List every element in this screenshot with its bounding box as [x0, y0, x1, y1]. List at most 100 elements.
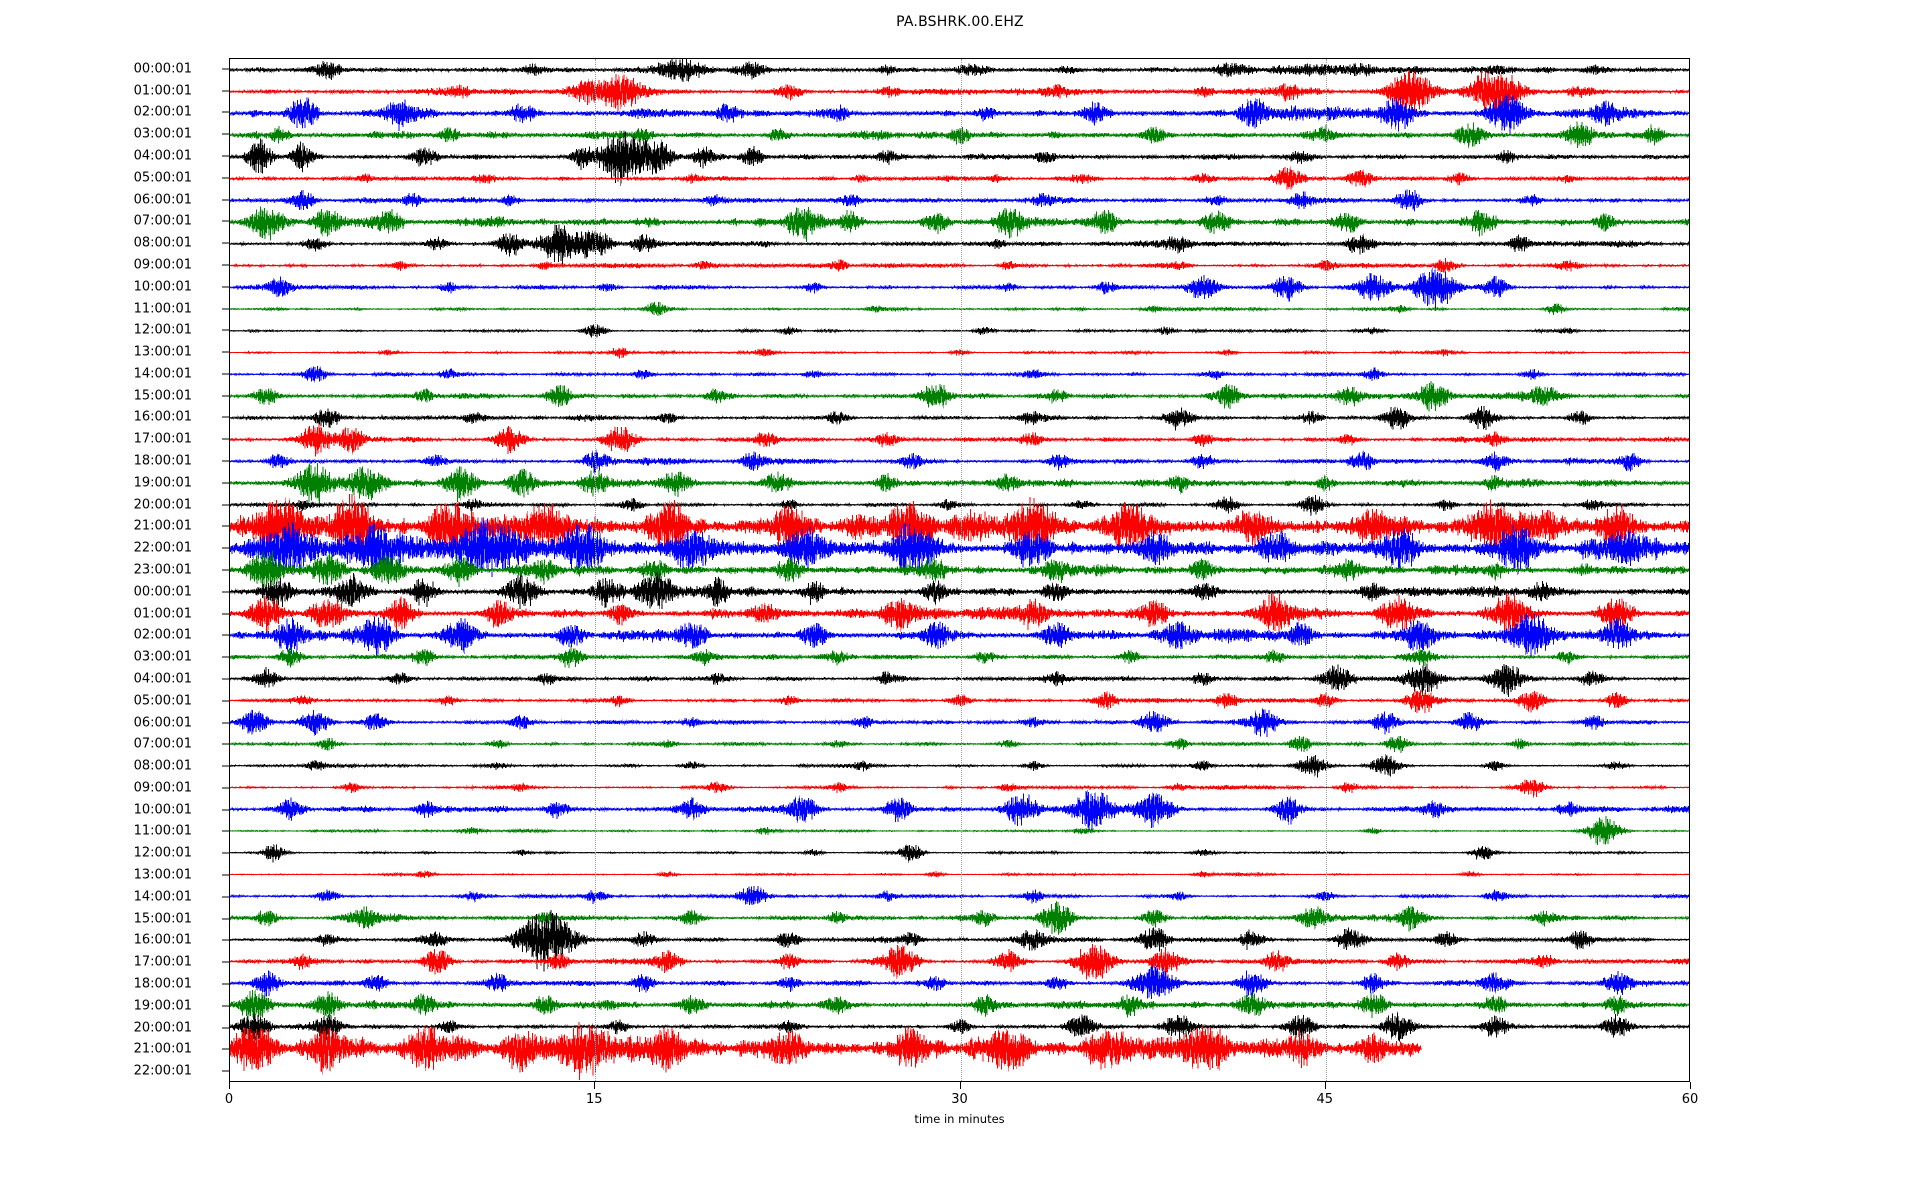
- y-tick-label: 00:00:01: [133, 61, 192, 77]
- y-tick-mark: [222, 68, 229, 70]
- y-tick-label: 08:00:01: [133, 235, 192, 251]
- waveform-trace: [230, 689, 1689, 713]
- waveform-trace: [230, 963, 1689, 999]
- y-tick-label: 10:00:01: [133, 279, 192, 295]
- y-tick-mark: [222, 199, 229, 201]
- waveform-trace: [230, 1021, 1422, 1080]
- waveform-trace: [230, 779, 1689, 798]
- y-tick-mark: [222, 634, 229, 636]
- waveform-trace: [230, 423, 1689, 457]
- y-tick-label: 11:00:01: [133, 301, 192, 317]
- y-tick-mark: [222, 90, 229, 92]
- y-tick-label: 19:00:01: [133, 998, 192, 1014]
- x-tick-label: 30: [951, 1092, 968, 1107]
- x-tick-mark: [959, 1082, 961, 1089]
- waveform-trace: [230, 347, 1689, 359]
- y-tick-label: 22:00:01: [133, 1063, 192, 1079]
- y-tick-label: 05:00:01: [133, 693, 192, 709]
- y-tick-label: 07:00:01: [133, 213, 192, 229]
- y-tick-label: 13:00:01: [133, 867, 192, 883]
- gridline-45min: [1325, 59, 1327, 1081]
- y-tick-mark: [222, 1027, 229, 1029]
- waveform-trace: [230, 708, 1689, 737]
- y-tick-mark: [222, 351, 229, 353]
- y-tick-label: 14:00:01: [133, 889, 192, 905]
- y-tick-mark: [222, 852, 229, 854]
- y-tick-label: 03:00:01: [133, 126, 192, 142]
- y-tick-label: 04:00:01: [133, 671, 192, 687]
- y-tick-mark: [222, 678, 229, 680]
- y-tick-mark: [222, 830, 229, 832]
- waveform-traces: [230, 59, 1689, 1080]
- gridline-30min: [960, 59, 962, 1081]
- y-tick-mark: [222, 569, 229, 571]
- y-tick-label: 02:00:01: [133, 627, 192, 643]
- seismogram-plot-area[interactable]: [229, 58, 1690, 1082]
- waveform-trace: [230, 449, 1689, 475]
- y-tick-mark: [222, 896, 229, 898]
- y-tick-label: 05:00:01: [133, 170, 192, 186]
- y-tick-label: 18:00:01: [133, 976, 192, 992]
- y-tick-mark: [222, 308, 229, 310]
- y-tick-label: 15:00:01: [133, 911, 192, 927]
- y-tick-label: 19:00:01: [133, 475, 192, 491]
- waveform-trace: [230, 166, 1689, 190]
- y-tick-mark: [222, 656, 229, 658]
- y-tick-label: 22:00:01: [133, 540, 192, 556]
- x-tick-mark: [594, 1082, 596, 1089]
- waveform-trace: [230, 663, 1689, 698]
- y-tick-label: 10:00:01: [133, 802, 192, 818]
- waveform-trace: [230, 69, 1689, 117]
- y-tick-mark: [222, 961, 229, 963]
- y-tick-label: 16:00:01: [133, 932, 192, 948]
- y-tick-label: 14:00:01: [133, 366, 192, 382]
- y-tick-label: 21:00:01: [133, 1041, 192, 1057]
- y-tick-label: 20:00:01: [133, 497, 192, 513]
- y-tick-mark: [222, 983, 229, 985]
- y-tick-mark: [222, 177, 229, 179]
- y-tick-label: 07:00:01: [133, 736, 192, 752]
- y-tick-mark: [222, 264, 229, 266]
- y-tick-mark: [222, 438, 229, 440]
- y-tick-label: 15:00:01: [133, 388, 192, 404]
- x-tick-label: 0: [224, 1092, 234, 1107]
- y-tick-label: 21:00:01: [133, 518, 192, 534]
- y-tick-mark: [222, 525, 229, 527]
- y-tick-label: 12:00:01: [133, 845, 192, 861]
- waveform-trace: [230, 224, 1689, 266]
- x-tick-mark: [1324, 1082, 1326, 1089]
- x-axis-ticks: 0 15 30 45 60: [225, 1082, 1698, 1142]
- y-tick-mark: [222, 700, 229, 702]
- y-tick-mark: [222, 547, 229, 549]
- y-tick-label: 04:00:01: [133, 148, 192, 164]
- x-tick-label: 45: [1316, 1092, 1334, 1107]
- x-tick-mark: [229, 1082, 230, 1089]
- y-tick-mark: [222, 743, 229, 745]
- y-tick-mark: [222, 1005, 229, 1007]
- y-tick-mark: [222, 765, 229, 767]
- y-tick-label: 03:00:01: [133, 649, 192, 665]
- y-tick-mark: [222, 504, 229, 506]
- y-axis-ticks: 00:00:01 01:00:01 02:00:01 03:00:01 04:00:01…: [0, 58, 229, 1082]
- y-tick-label: 20:00:01: [133, 1020, 192, 1036]
- y-tick-mark: [222, 460, 229, 462]
- y-tick-label: 16:00:01: [133, 409, 192, 425]
- y-tick-mark: [222, 111, 229, 113]
- y-tick-mark: [222, 133, 229, 135]
- x-tick-label: 60: [1681, 1092, 1699, 1107]
- x-tick-mark: [1690, 1082, 1691, 1089]
- waveform-trace: [230, 59, 1689, 83]
- y-tick-mark: [222, 809, 229, 811]
- y-tick-mark: [222, 591, 229, 593]
- y-tick-label: 23:00:01: [133, 562, 192, 578]
- y-tick-mark: [222, 722, 229, 723]
- y-tick-label: 09:00:01: [133, 257, 192, 273]
- y-tick-mark: [222, 1048, 229, 1050]
- waveform-trace: [230, 844, 1689, 863]
- y-tick-label: 02:00:01: [133, 104, 192, 120]
- waveform-trace: [230, 815, 1689, 846]
- y-tick-mark: [222, 395, 229, 397]
- y-tick-mark: [222, 874, 229, 876]
- y-tick-label: 18:00:01: [133, 453, 192, 469]
- y-tick-label: 09:00:01: [133, 780, 192, 796]
